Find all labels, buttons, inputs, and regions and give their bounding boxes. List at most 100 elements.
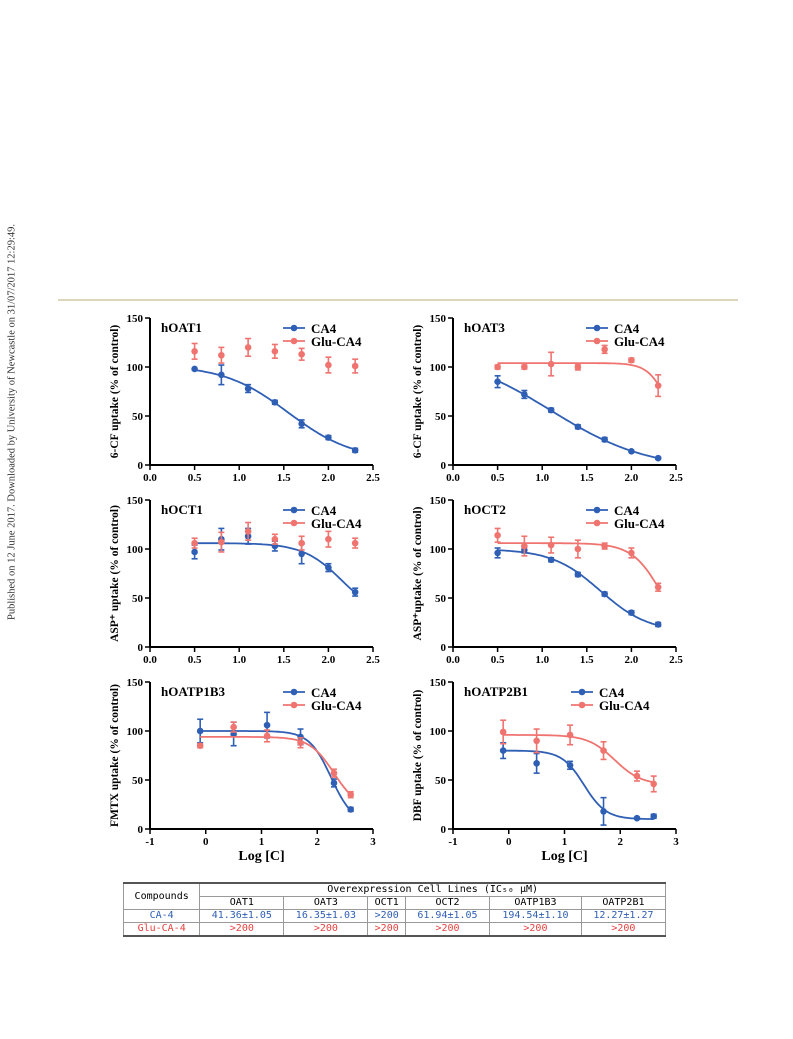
fit-curve <box>497 362 659 386</box>
data-point <box>191 539 198 547</box>
data-point <box>218 538 225 546</box>
y-tick-label: 100 <box>127 362 144 374</box>
x-tick-label: 1 <box>259 836 265 848</box>
legend-label: Glu-CA4 <box>311 698 362 713</box>
y-axis-label: DBF uptake (% of control) <box>412 690 424 822</box>
y-tick-label: 150 <box>430 313 447 325</box>
data-point <box>271 348 279 355</box>
legend-marker <box>578 701 586 709</box>
data-point <box>650 780 657 788</box>
data-point <box>574 363 582 371</box>
table-cell: >200 <box>367 909 406 923</box>
data-point <box>494 531 501 539</box>
y-tick-label: 0 <box>138 824 144 836</box>
data-point <box>521 542 528 550</box>
legend-label: CA4 <box>614 503 640 518</box>
data-point <box>347 806 355 813</box>
data-point <box>271 535 279 543</box>
table-cell: 12.27±1.27 <box>580 909 667 923</box>
x-tick-label: 0 <box>506 836 512 848</box>
data-point <box>325 535 332 543</box>
data-point <box>574 423 582 431</box>
data-point <box>566 731 574 739</box>
x-tick-label: 0 <box>203 836 209 848</box>
chart-panel <box>145 317 374 470</box>
data-point <box>351 447 359 454</box>
panel-title: hOATP1B3 <box>161 684 226 699</box>
data-point <box>600 747 607 754</box>
column-header: OCT1 <box>367 896 406 910</box>
legend-marker <box>593 506 601 514</box>
data-point <box>654 621 662 628</box>
panel-title: hOAT1 <box>161 320 202 335</box>
data-point <box>191 348 198 355</box>
legend-label: Glu-CA4 <box>311 334 362 349</box>
table-cell: 16.35±1.03 <box>283 909 369 923</box>
legend-marker <box>290 688 298 696</box>
y-tick-label: 100 <box>430 362 447 374</box>
x-tick-label: 0.5 <box>188 654 202 666</box>
data-point <box>297 739 304 747</box>
x-tick-label: 2.0 <box>625 654 639 666</box>
y-tick-label: 100 <box>127 544 144 556</box>
chart-panel <box>448 681 677 834</box>
x-tick-label: 2 <box>618 836 624 848</box>
y-tick-label: 150 <box>127 495 144 507</box>
table-cell: 41.36±1.05 <box>199 909 285 923</box>
legend-marker <box>593 519 601 527</box>
legend-label: Glu-CA4 <box>599 698 650 713</box>
chart-panel <box>145 681 374 834</box>
data-point <box>547 556 555 564</box>
y-tick-label: 150 <box>127 677 144 689</box>
y-axis-label: 6-CF uptake (% of control) <box>412 325 424 459</box>
x-tick-label: 1.5 <box>277 472 291 484</box>
data-point <box>494 378 501 386</box>
fit-curve <box>497 379 659 460</box>
data-point <box>499 728 507 736</box>
data-point <box>547 541 555 549</box>
x-tick-label: 2.5 <box>366 654 380 666</box>
data-point <box>494 549 501 557</box>
divider-line <box>58 299 738 301</box>
data-point <box>191 365 198 373</box>
data-point <box>191 548 198 556</box>
y-tick-label: 50 <box>132 775 144 787</box>
chart-panel <box>448 499 677 652</box>
compound-name: Glu-CA-4 <box>122 922 201 937</box>
panel-title: hOCT1 <box>161 502 203 517</box>
data-point <box>263 732 271 740</box>
data-point <box>628 609 635 616</box>
x-tick-label: 1.0 <box>232 472 246 484</box>
legend-marker <box>593 337 601 345</box>
column-header: OATP1B3 <box>489 896 582 910</box>
x-tick-label: 1.5 <box>580 472 594 484</box>
data-point <box>325 564 332 571</box>
data-point <box>521 363 528 371</box>
x-tick-label: 0.5 <box>491 654 505 666</box>
data-point <box>271 398 279 406</box>
legend-marker <box>290 324 298 332</box>
data-point <box>628 549 635 557</box>
data-point <box>499 747 507 754</box>
y-tick-label: 100 <box>430 544 447 556</box>
data-point <box>325 434 332 441</box>
data-point <box>533 760 540 767</box>
x-tick-label: 0.0 <box>143 472 157 484</box>
compound-name: CA-4 <box>122 909 201 923</box>
data-point <box>298 539 305 547</box>
x-tick-label: 1.0 <box>232 654 246 666</box>
data-point <box>244 385 252 392</box>
data-point <box>351 539 359 547</box>
x-tick-label: 1.0 <box>535 472 549 484</box>
table-row: Glu-CA-4 >200 >200 >200 >200 >200 >200 <box>122 922 667 937</box>
legend-marker <box>593 324 601 332</box>
y-tick-label: 50 <box>435 775 447 787</box>
panel-title: hOAT3 <box>464 320 505 335</box>
y-tick-label: 100 <box>127 726 144 738</box>
data-point <box>601 542 608 550</box>
compounds-header: Compounds <box>122 882 201 910</box>
data-point <box>325 361 332 369</box>
data-point <box>218 351 225 359</box>
legend-label: Glu-CA4 <box>311 516 362 531</box>
